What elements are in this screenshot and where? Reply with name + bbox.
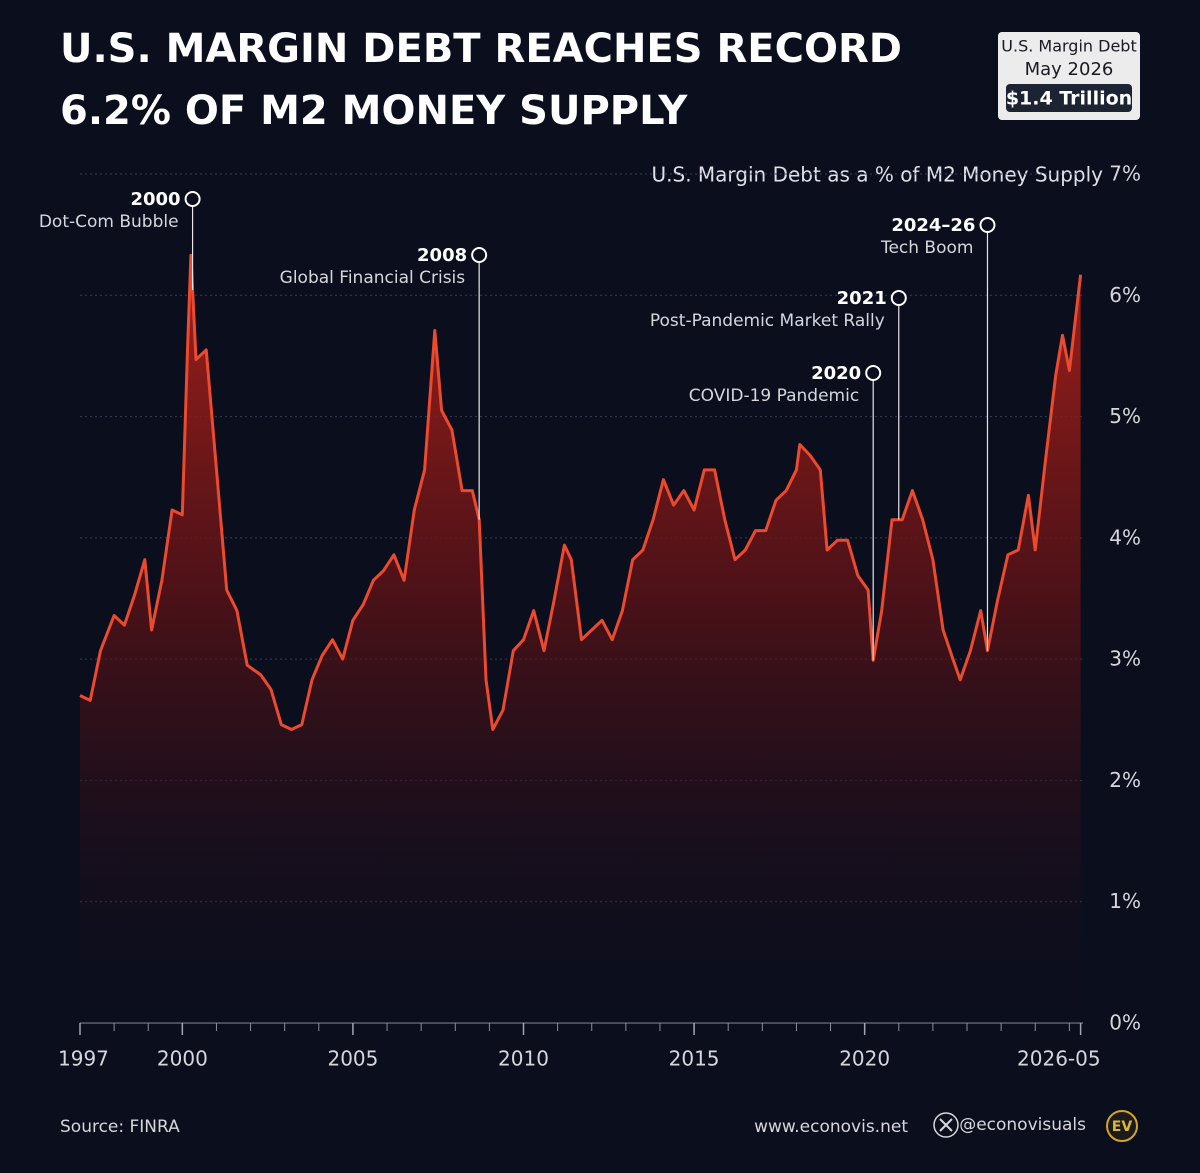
logo: EV: [1112, 1119, 1133, 1135]
y-tick-label: 3%: [1109, 647, 1141, 671]
annotation-year: 2020: [811, 363, 861, 384]
x-tick-label: 2005: [327, 1047, 378, 1071]
x-tick-label: 2010: [498, 1047, 549, 1071]
annotation-marker: [471, 247, 488, 263]
annotation-year: 2024–26: [891, 215, 975, 236]
badge: U.S. Margin Debt May 2026 $1.4 Trillion: [998, 32, 1140, 120]
annotation-marker: [865, 365, 882, 381]
annotation-text: Tech Boom: [880, 238, 974, 258]
annotation-marker: [979, 217, 996, 233]
x-tick-label: 2026-05: [1017, 1047, 1101, 1071]
badge-text: U.S. Margin Debt: [1001, 37, 1136, 56]
x-icon-glyph: [939, 1118, 953, 1132]
x-tick-label: 1997: [58, 1047, 109, 1071]
y-tick-label: 4%: [1109, 525, 1141, 549]
x-tick-label: 2000: [157, 1047, 208, 1071]
badge-text: May 2026: [1025, 59, 1114, 80]
y-tick-label: 5%: [1109, 404, 1141, 428]
badge-value: $1.4 Trillion: [1006, 88, 1132, 110]
y-tick-label: 0%: [1109, 1011, 1141, 1035]
y-tick-label: 7%: [1109, 162, 1141, 186]
logo-circle: [1106, 1110, 1138, 1142]
x-tick-label: 2020: [839, 1047, 890, 1071]
x-icon: [933, 1112, 959, 1138]
title-line: U.S. MARGIN DEBT REACHES RECORD: [60, 26, 902, 72]
title-line: 6.2% OF M2 MONEY SUPPLY: [60, 88, 688, 134]
annotation-text: Global Financial Crisis: [280, 268, 466, 288]
y-tick-label: 1%: [1109, 889, 1141, 913]
annotation-text: Post-Pandemic Market Rally: [650, 311, 885, 331]
badge-pill: [1006, 84, 1132, 112]
website: www.econovis.net: [754, 1117, 908, 1137]
annotation-marker: [184, 191, 201, 207]
annotation-year: 2021: [837, 288, 887, 309]
annotation-year: 2000: [130, 189, 180, 210]
y-tick-label: 2%: [1109, 768, 1141, 792]
line: [79, 253, 1083, 731]
annotation-year: 2008: [417, 245, 467, 266]
y-tick-label: 6%: [1109, 283, 1141, 307]
source: Source: FINRA: [60, 1117, 180, 1137]
x-tick-label: 2015: [669, 1047, 720, 1071]
annotation-text: Dot-Com Bubble: [39, 212, 179, 232]
annotation-marker: [890, 290, 907, 306]
handle: @econovisuals: [959, 1115, 1086, 1135]
annotation-text: COVID-19 Pandemic: [689, 386, 859, 406]
